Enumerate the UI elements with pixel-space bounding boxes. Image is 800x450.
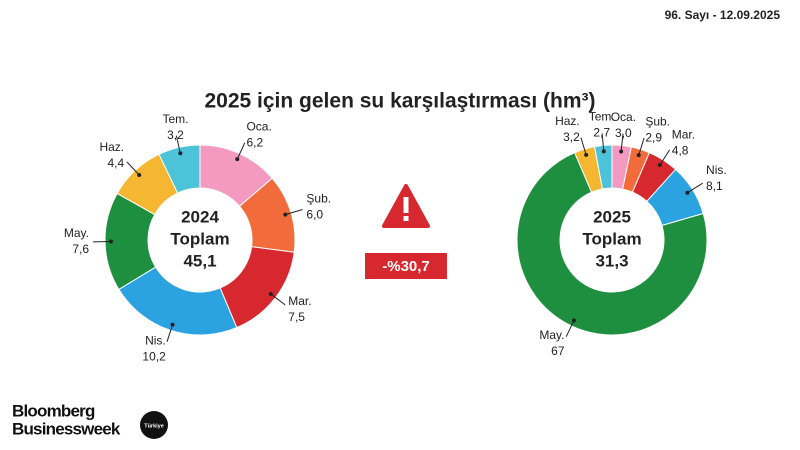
leader (126, 161, 140, 176)
category-label: Oca. (611, 110, 636, 124)
leader (638, 137, 645, 156)
leader-dot (636, 153, 641, 158)
leader-dot (137, 173, 142, 178)
leader-dot (283, 212, 288, 217)
center-label: 31,3 (595, 251, 628, 270)
slice (593, 144, 613, 190)
leader (620, 133, 624, 152)
value-label: 2,9 (645, 130, 662, 144)
leader-dot (657, 163, 662, 168)
category-label: Tem. (162, 112, 188, 126)
leader (580, 137, 587, 155)
leader (270, 293, 286, 306)
center-label: 2024 (181, 207, 219, 226)
leader-dot (170, 322, 175, 327)
value-label: 3,2 (167, 128, 184, 142)
logo-badge-text: Türkiye (144, 423, 164, 429)
value-label: 3,2 (563, 130, 580, 144)
leader (565, 320, 575, 337)
category-label: Mar. (672, 127, 695, 141)
category-label: Haz. (99, 140, 124, 154)
center-label: 2025 (593, 207, 631, 226)
value-label: 10,2 (142, 350, 166, 364)
leader (285, 209, 303, 216)
leader (236, 142, 246, 160)
value-label: 6,0 (306, 207, 323, 221)
value-label: 2,7 (593, 126, 610, 140)
logo-line: Businessweek (12, 419, 121, 438)
leader-dot (268, 291, 273, 296)
leader-dot (109, 239, 114, 244)
leader-dot (601, 149, 606, 154)
value-label: 67 (551, 344, 565, 358)
category-label: Şub. (306, 191, 331, 205)
center-label: 45,1 (183, 251, 216, 270)
value-label: 4,8 (672, 143, 689, 157)
chart-title: 2025 için gelen su karşılaştırması (hm³) (204, 90, 595, 113)
category-label: Tem. (589, 110, 615, 124)
change-label: -%30,7 (382, 258, 430, 275)
category-label: Haz. (555, 114, 580, 128)
value-label: 3,0 (615, 126, 632, 140)
alert-bang (403, 197, 409, 213)
leader-dot (178, 151, 183, 156)
leader-dot (685, 190, 690, 195)
leader (601, 133, 605, 152)
category-label: Mar. (288, 294, 311, 308)
date: 96. Sayı - 12.09.2025 (665, 8, 781, 22)
leader (175, 135, 181, 154)
slice (516, 152, 708, 336)
alert: -%30,7 (365, 184, 447, 279)
center-label: Toplam (582, 229, 641, 248)
value-label: 7,6 (72, 242, 89, 256)
category-label: Oca. (246, 120, 271, 134)
value-label: 8,1 (706, 179, 723, 193)
value-label: 6,2 (246, 136, 263, 150)
category-label: Nis. (706, 163, 727, 177)
leader (659, 149, 671, 166)
logo: Bloomberg Businessweek Türkiye (12, 401, 168, 439)
logo-line: Bloomberg (12, 401, 95, 420)
category-label: May. (64, 226, 89, 240)
leader-dot (584, 152, 589, 157)
slice (158, 144, 201, 194)
center-label: Toplam (170, 229, 229, 248)
category-label: Şub. (645, 114, 670, 128)
alert-dot (403, 216, 409, 221)
leader (687, 182, 703, 194)
category-label: Nis. (145, 334, 166, 348)
value-label: 7,5 (288, 310, 305, 324)
leader (166, 324, 174, 342)
category-label: May. (539, 328, 564, 342)
logo-badge (140, 411, 168, 439)
leader-dot (235, 157, 240, 162)
change-box (365, 253, 447, 279)
leader-dot (619, 149, 624, 154)
leader-dot (571, 318, 576, 323)
value-label: 4,4 (107, 156, 124, 170)
